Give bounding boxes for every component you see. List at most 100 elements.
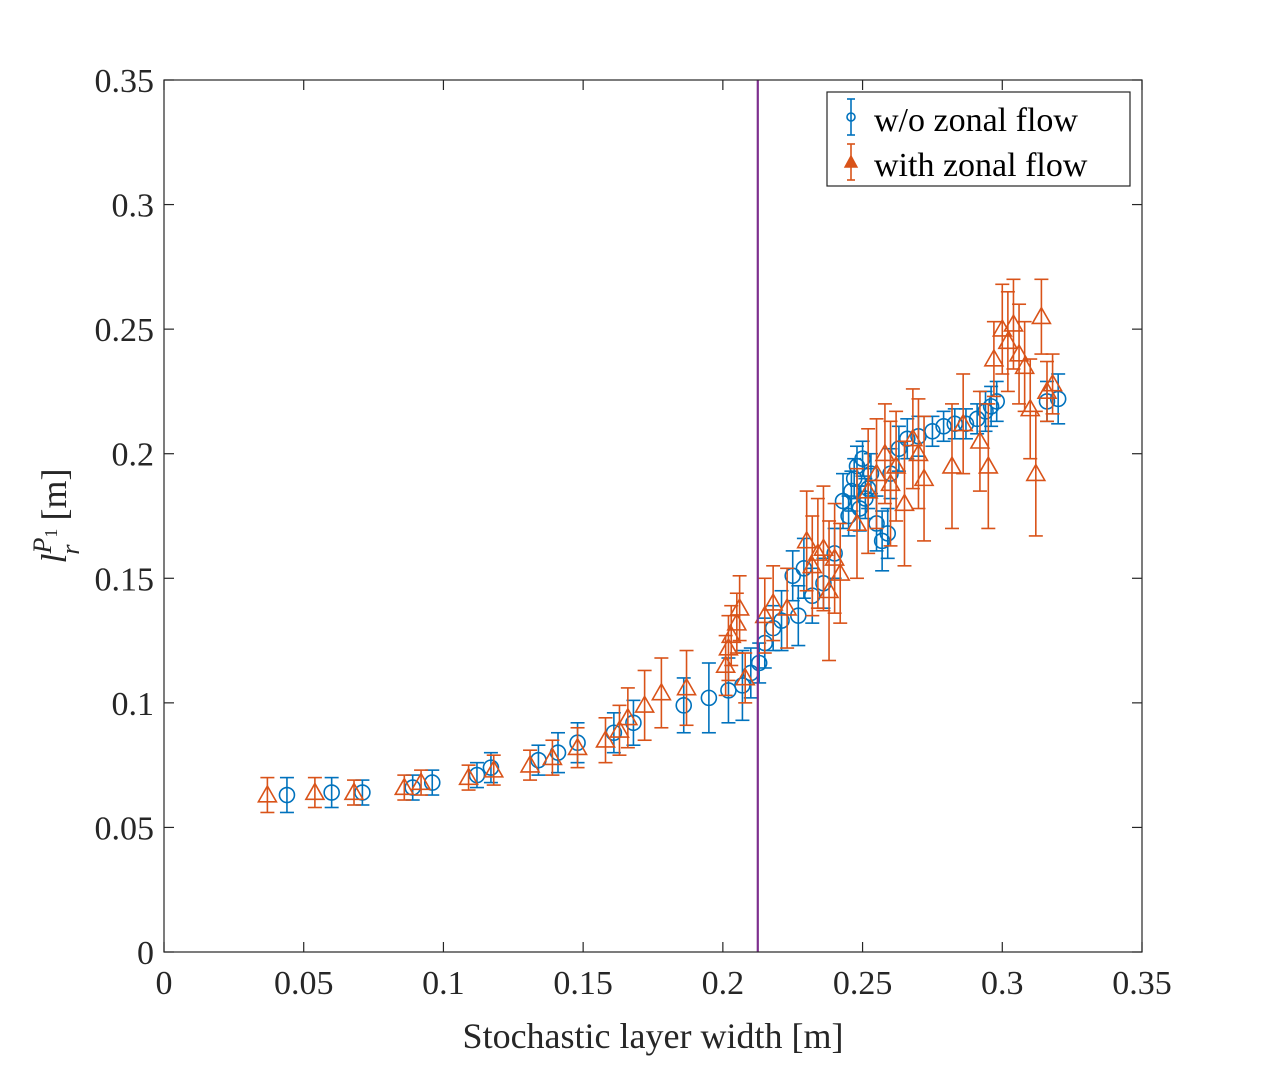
- data-point: [519, 754, 541, 773]
- data-point: [874, 443, 896, 462]
- y-axis-label-sub: r: [56, 544, 85, 555]
- error-bar: [324, 776, 339, 809]
- data-point: [941, 455, 963, 474]
- data-point: [969, 430, 991, 449]
- data-point: [720, 624, 742, 644]
- data-point: [567, 737, 588, 756]
- data-point: [913, 468, 935, 487]
- data-point: [982, 398, 1000, 415]
- data-point: [854, 450, 871, 467]
- y-axis-label-sup-base: P: [28, 537, 57, 554]
- legend-error-bar: [847, 98, 855, 136]
- error-bar: [766, 565, 781, 642]
- data-point: [807, 542, 829, 561]
- error-bar: [612, 704, 627, 756]
- error-bar: [676, 677, 691, 734]
- y-tick-label: 0.05: [95, 810, 155, 847]
- error-bar: [279, 776, 294, 814]
- error-bar: [855, 440, 870, 477]
- y-tick-label: 0.25: [95, 312, 155, 349]
- data-point: [617, 707, 639, 726]
- data-point: [718, 637, 739, 656]
- data-marks: [257, 278, 1067, 814]
- data-point: [343, 781, 365, 801]
- error-bar: [810, 497, 825, 609]
- error-bar: [701, 662, 716, 734]
- data-point: [423, 774, 441, 791]
- error-bar: [1012, 303, 1027, 405]
- error-bar: [911, 398, 926, 510]
- error-bar: [956, 373, 971, 475]
- error-bar: [1045, 353, 1060, 415]
- error-bar: [1051, 373, 1066, 425]
- legend-label-with-zonal-flow: with zonal flow: [874, 147, 1088, 184]
- data-point: [651, 682, 672, 701]
- data-point: [609, 719, 630, 738]
- data-point: [542, 747, 563, 766]
- error-bar: [637, 669, 652, 742]
- data-point: [393, 776, 415, 796]
- y-tick-label: 0.35: [95, 63, 155, 100]
- x-tick-label: 0.35: [1112, 965, 1172, 1002]
- data-point: [625, 714, 642, 732]
- data-point: [829, 562, 851, 581]
- data-point: [894, 492, 915, 512]
- data-point: [1025, 463, 1047, 482]
- data-point: [762, 592, 784, 611]
- axis-ticks: 0 0.05 0.1 0.15 0.2 0.25 0.3 0.35 0 0.05 0.1 0.15 0.…: [95, 63, 1172, 1002]
- data-point: [908, 443, 929, 462]
- data-point: [997, 330, 1019, 350]
- error-bar: [869, 418, 884, 530]
- error-bar: [570, 726, 585, 769]
- error-bar: [917, 415, 932, 542]
- data-point: [278, 786, 296, 804]
- data-point: [1042, 373, 1063, 392]
- data-point: [1008, 343, 1030, 362]
- error-bar: [791, 584, 806, 647]
- data-point: [726, 612, 748, 631]
- error-bar: [1028, 410, 1043, 537]
- x-tick-label: 0.15: [553, 965, 613, 1002]
- error-bar: [827, 502, 842, 614]
- legend: w/o zonal flow with zonal flow: [826, 91, 1131, 187]
- error-bar: [260, 776, 275, 814]
- error-bar: [944, 403, 959, 530]
- data-point: [977, 455, 999, 474]
- data-point: [924, 422, 941, 440]
- data-point: [1019, 398, 1041, 417]
- axes-box: [163, 79, 1143, 953]
- legend-triangle: [843, 154, 859, 168]
- data-point: [304, 781, 326, 801]
- error-bar: [545, 739, 560, 776]
- x-tick-label: 0.05: [274, 965, 334, 1002]
- legend-entry-without-zonal-flow: w/o zonal flow: [846, 98, 1078, 139]
- data-point: [824, 547, 846, 566]
- data-point: [754, 605, 776, 624]
- error-bar: [780, 567, 795, 649]
- y-axis-label-base: l: [34, 553, 74, 563]
- data-point: [458, 766, 479, 786]
- x-tick-label: 0.2: [702, 965, 745, 1002]
- data-point: [729, 597, 751, 616]
- data-point: [676, 677, 697, 696]
- data-point: [750, 654, 768, 672]
- data-point: [410, 771, 432, 791]
- series-1: [257, 278, 1063, 814]
- y-tick-label: 0.15: [95, 561, 155, 598]
- legend-marker-circle: [846, 98, 856, 136]
- error-bar: [738, 652, 753, 704]
- data-point: [675, 697, 693, 714]
- error-bar: [880, 507, 895, 560]
- svg-text:lP1r[m]: lP1 r [m]: [28, 468, 85, 563]
- data-point: [880, 472, 901, 492]
- data-point: [700, 689, 718, 707]
- data-point: [952, 413, 974, 432]
- data-point: [773, 612, 790, 629]
- y-tick-label: 0.3: [112, 188, 155, 225]
- data-point: [715, 654, 737, 674]
- error-bar: [877, 403, 892, 505]
- data-point: [885, 455, 907, 474]
- data-point: [857, 480, 879, 499]
- error-bar: [550, 731, 565, 774]
